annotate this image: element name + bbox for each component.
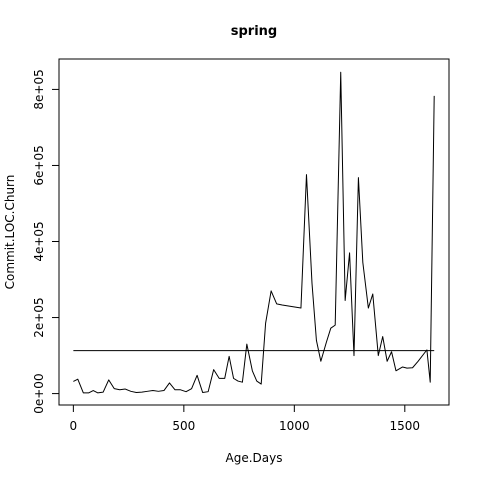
x-tick-label: 1000 xyxy=(279,419,310,433)
y-tick-label: 2e+05 xyxy=(32,297,46,337)
y-tick-label: 4e+05 xyxy=(32,221,46,261)
y-tick-label: 6e+05 xyxy=(32,145,46,185)
x-axis: 0 500 1000 1500 xyxy=(70,404,421,433)
x-tick-label: 0 xyxy=(70,419,78,433)
y-axis-label: Commit.LOC.Churn xyxy=(3,175,17,290)
series-layer xyxy=(73,71,435,394)
chart-title: spring xyxy=(231,24,277,39)
y-tick-label: 8e+05 xyxy=(32,69,46,109)
y-axis: 0e+00 2e+05 4e+05 6e+05 8e+05 xyxy=(32,69,60,414)
x-tick-label: 1500 xyxy=(390,419,421,433)
x-axis-label: Age.Days xyxy=(226,451,283,465)
y-tick-label: 0e+00 xyxy=(32,373,46,413)
series-line-churn xyxy=(73,71,435,394)
x-tick-label: 500 xyxy=(172,419,195,433)
